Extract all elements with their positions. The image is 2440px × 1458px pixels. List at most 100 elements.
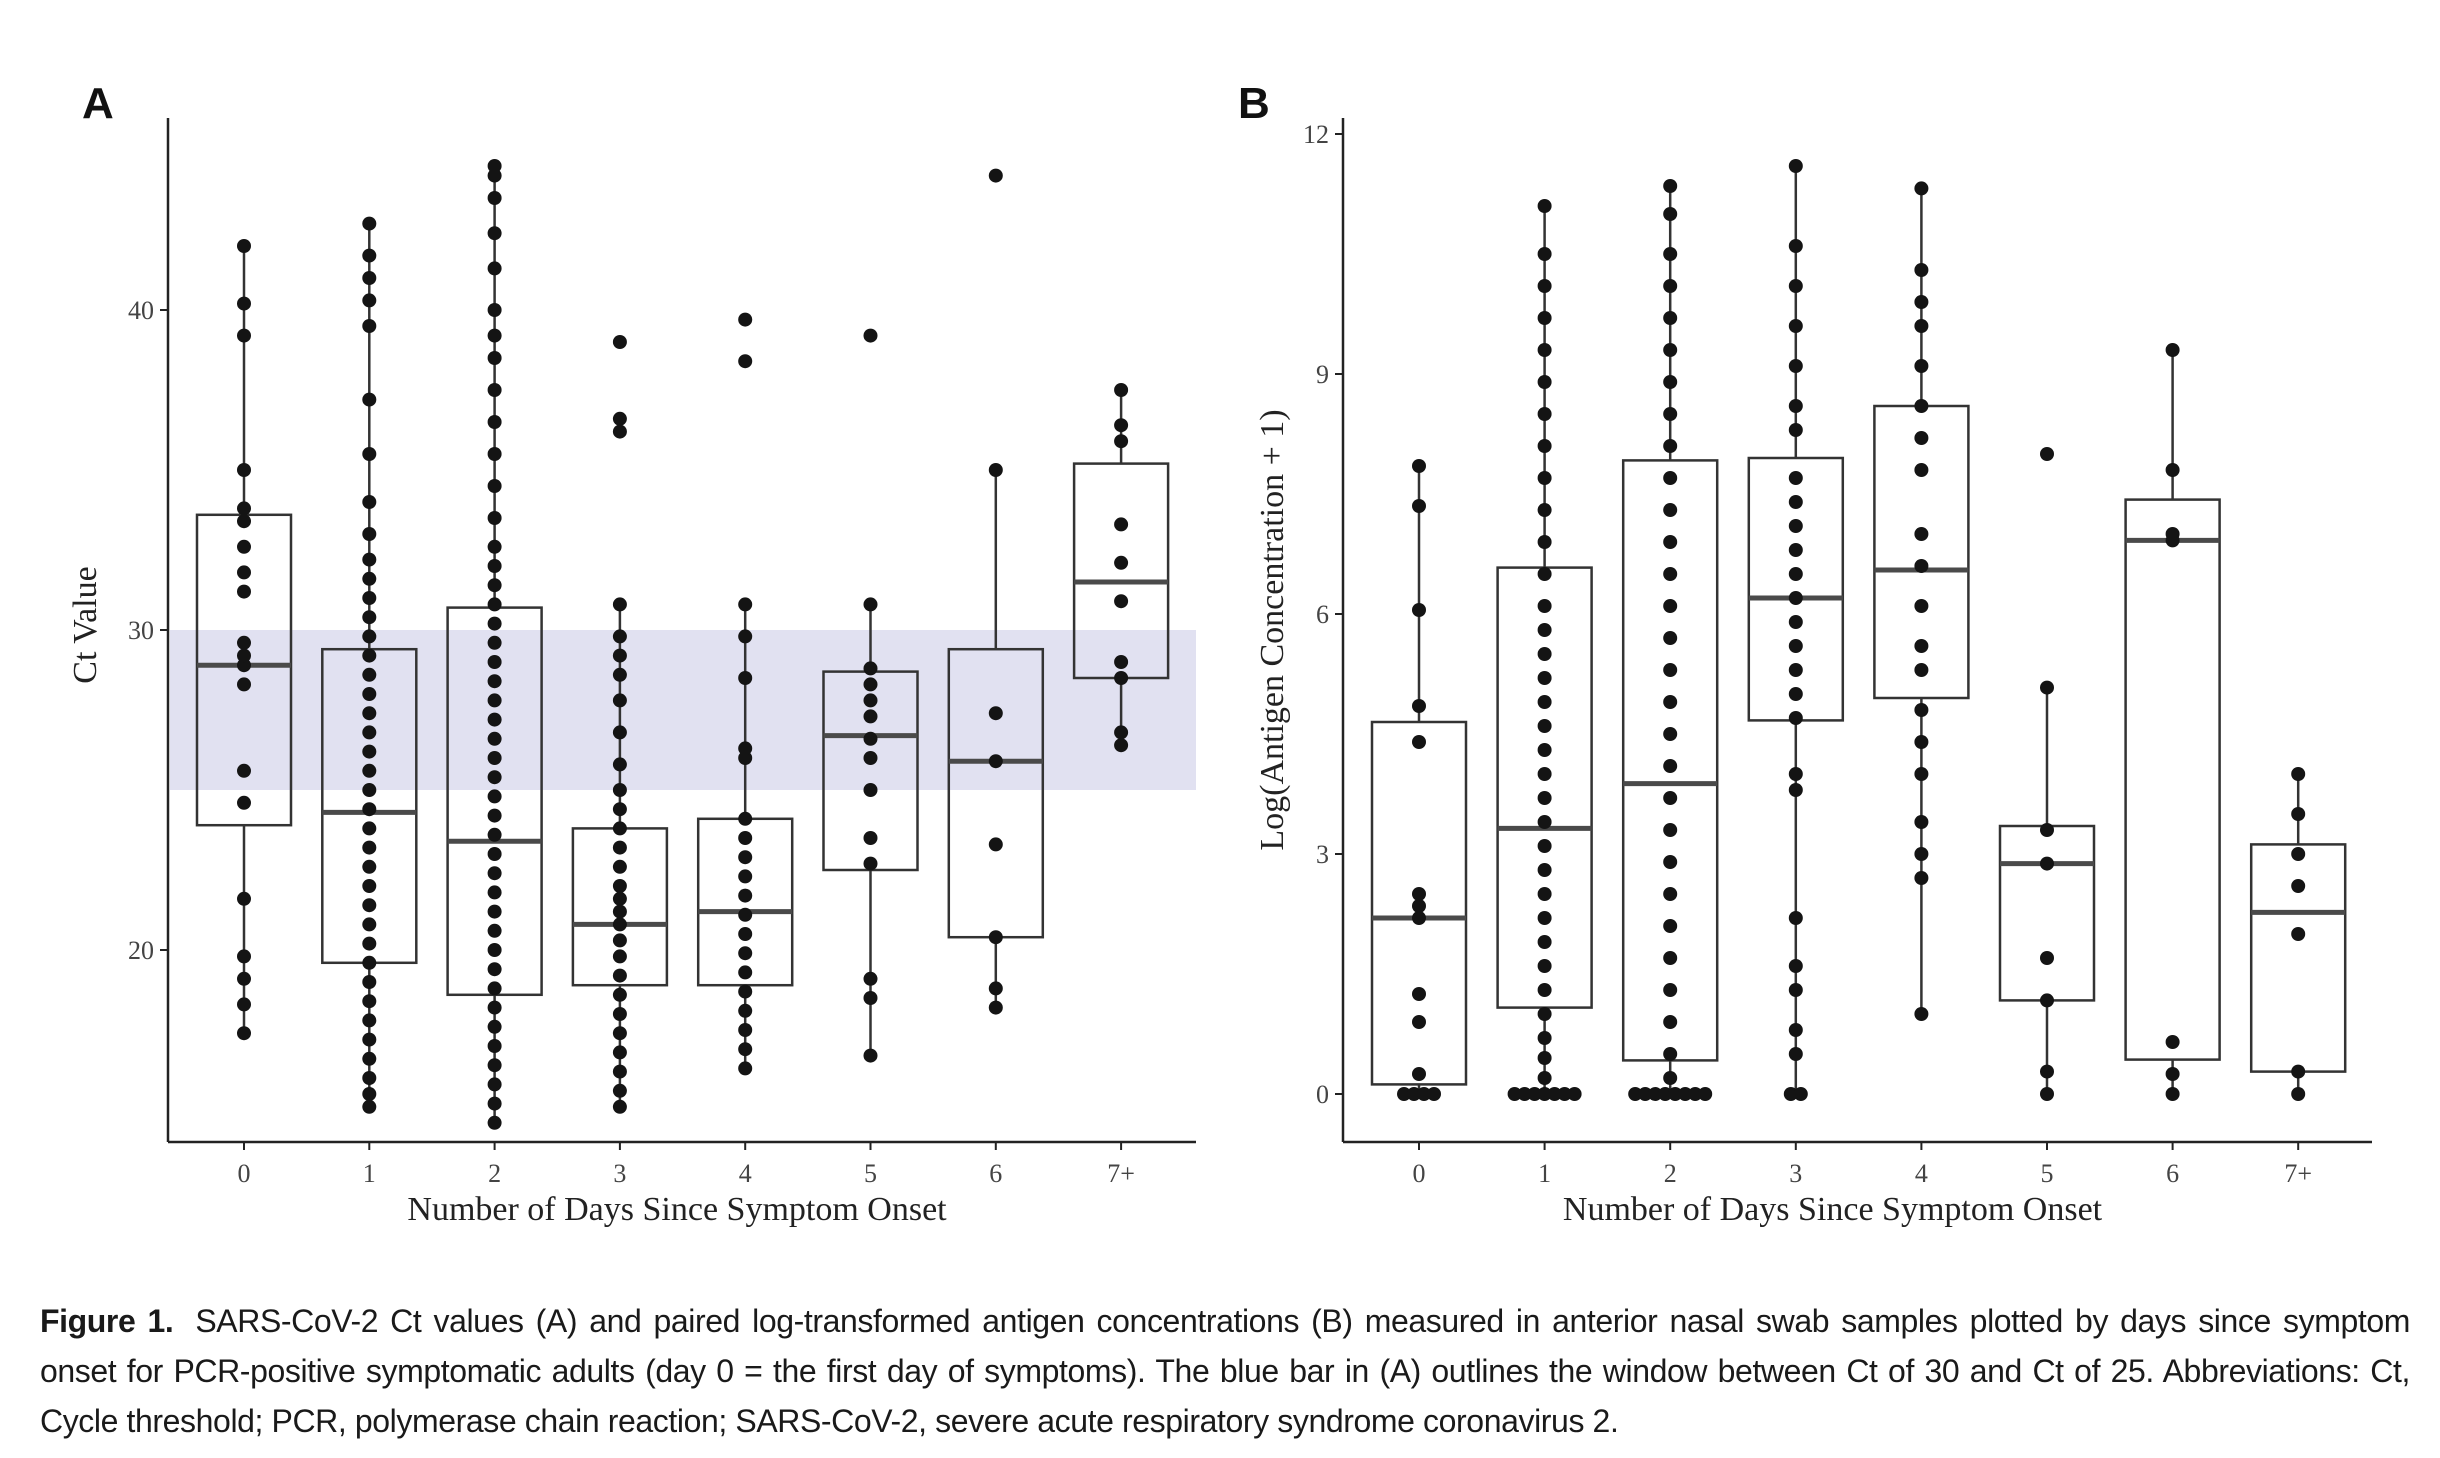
data-point: [863, 831, 878, 845]
data-point: [1663, 343, 1678, 357]
data-point: [1788, 1047, 1803, 1061]
y-axis-title: Ct Value: [67, 566, 104, 683]
data-point: [612, 840, 627, 855]
data-point: [2040, 823, 2054, 837]
x-tick-label: 3: [613, 1159, 626, 1188]
y-tick-label: 6: [1316, 600, 1329, 629]
data-point: [362, 879, 377, 893]
data-point: [487, 415, 502, 429]
data-point: [738, 831, 753, 845]
caption-label: Figure 1.: [40, 1303, 174, 1339]
y-tick-label: 12: [1303, 120, 1329, 149]
data-point: [1648, 1087, 1663, 1101]
data-point: [1663, 951, 1678, 965]
data-point: [1114, 725, 1129, 740]
data-point: [487, 635, 502, 650]
data-point: [2291, 879, 2306, 893]
data-point: [1537, 791, 1552, 805]
x-tick-label: 6: [989, 1159, 1002, 1188]
data-point: [738, 1042, 753, 1057]
data-point: [863, 597, 878, 612]
data-point: [1114, 594, 1129, 609]
data-point: [362, 1071, 377, 1085]
data-point: [487, 808, 502, 823]
data-point: [1537, 935, 1552, 949]
data-point: [863, 731, 878, 746]
data-point: [988, 837, 1003, 852]
data-point: [1412, 1015, 1426, 1029]
y-tick-label: 3: [1316, 840, 1329, 869]
data-point: [487, 827, 502, 842]
data-point: [487, 847, 502, 861]
panel-letter: A: [82, 79, 114, 128]
data-point: [362, 898, 377, 913]
data-point: [612, 693, 627, 708]
data-point: [362, 571, 377, 586]
data-point: [487, 159, 502, 173]
data-point: [738, 869, 753, 884]
data-point: [2291, 1064, 2306, 1079]
data-point: [362, 1087, 377, 1101]
data-point: [487, 1077, 502, 1092]
data-point: [362, 687, 377, 701]
data-point: [1788, 359, 1803, 373]
data-point: [362, 648, 377, 663]
data-point: [362, 821, 377, 836]
data-point: [988, 706, 1003, 721]
data-point: [1537, 983, 1552, 997]
data-point: [612, 411, 627, 426]
data-point: [237, 565, 251, 580]
data-point: [362, 706, 377, 721]
data-point: [1663, 1015, 1678, 1029]
data-point: [362, 840, 377, 855]
data-point: [1663, 375, 1678, 389]
data-point: [1663, 727, 1678, 741]
data-point: [1914, 319, 1929, 333]
data-point: [487, 511, 502, 525]
data-point: [1788, 423, 1803, 437]
data-point: [612, 917, 627, 932]
data-point: [1914, 295, 1929, 309]
data-point: [1412, 735, 1426, 749]
data-point: [1914, 847, 1929, 861]
data-point: [1537, 863, 1552, 877]
data-point: [612, 821, 627, 836]
data-point: [1663, 823, 1678, 837]
data-point: [487, 559, 502, 573]
x-tick-label: 0: [1413, 1159, 1426, 1188]
data-point: [1783, 1087, 1798, 1101]
data-point: [1788, 319, 1803, 333]
data-point: [738, 888, 753, 903]
data-point: [487, 981, 502, 996]
data-point: [988, 1000, 1003, 1015]
data-point: [1537, 439, 1552, 453]
data-point: [1788, 399, 1803, 413]
data-point: [1412, 1067, 1426, 1081]
data-point: [1537, 1071, 1552, 1085]
data-point: [2165, 343, 2180, 357]
data-point: [237, 584, 251, 599]
data-point: [1788, 279, 1803, 293]
data-point: [362, 552, 377, 567]
data-point: [612, 968, 627, 983]
data-point: [1537, 767, 1552, 781]
data-point: [1537, 743, 1552, 757]
data-point: [487, 578, 502, 593]
data-point: [1663, 179, 1678, 193]
data-point: [362, 725, 377, 740]
data-point: [1914, 735, 1929, 749]
data-point: [612, 1083, 627, 1098]
data-point: [2165, 1035, 2180, 1049]
data-point: [1567, 1087, 1582, 1101]
data-point: [487, 597, 502, 612]
data-point: [1537, 887, 1552, 901]
data-point: [1788, 543, 1803, 557]
data-point: [1914, 599, 1929, 613]
data-point: [1788, 495, 1803, 509]
data-point: [738, 907, 753, 922]
data-point: [487, 168, 502, 183]
data-point: [738, 671, 753, 685]
data-point: [738, 597, 753, 612]
data-point: [362, 293, 377, 308]
data-point: [237, 949, 251, 964]
